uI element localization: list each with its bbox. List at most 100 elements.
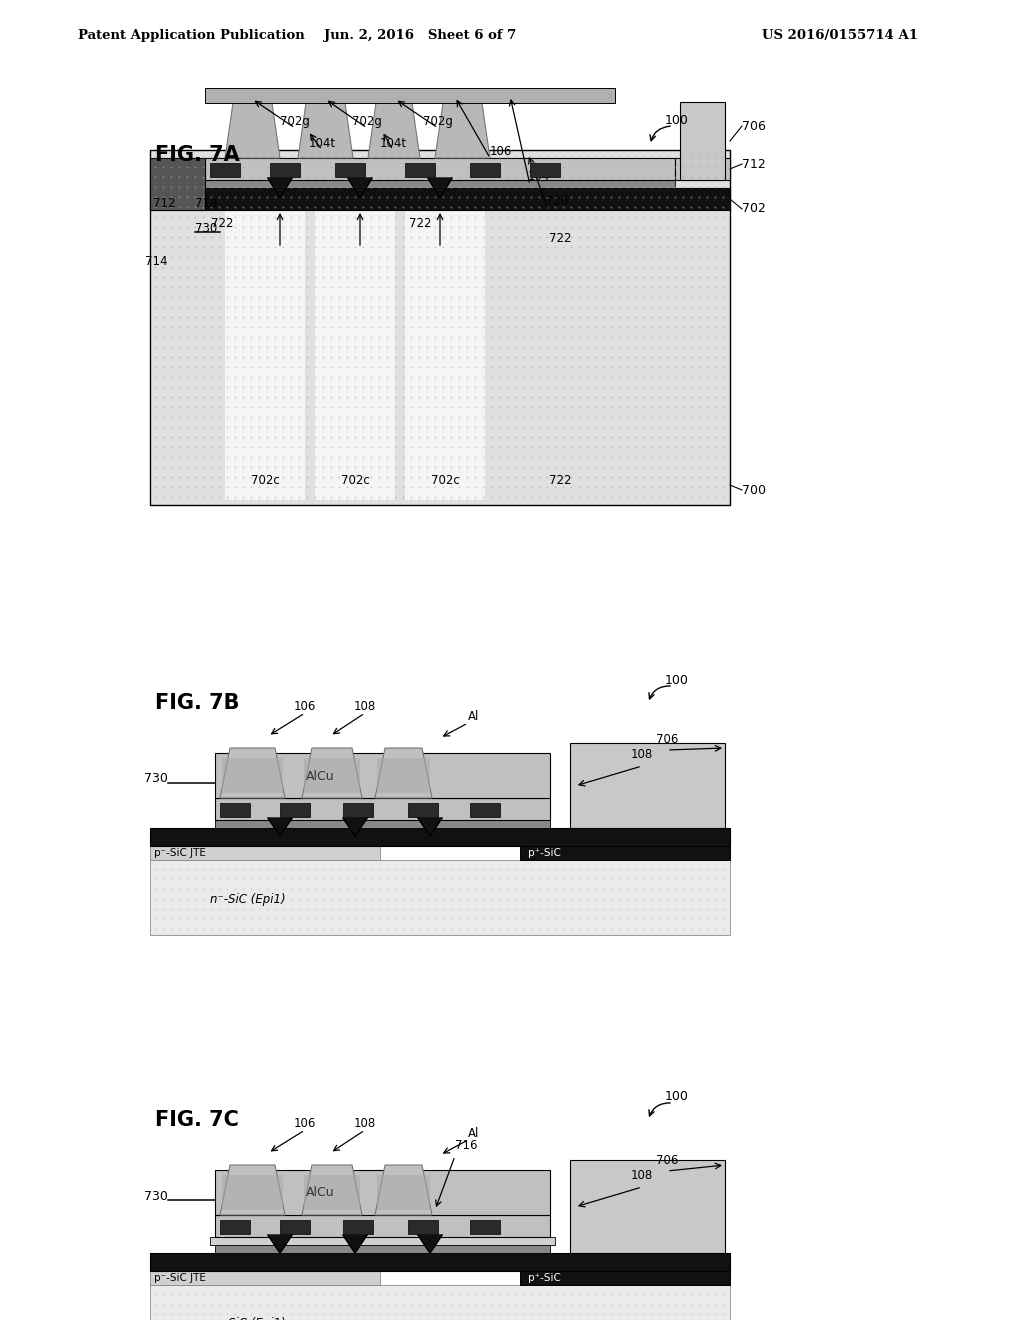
Text: 702c: 702c bbox=[431, 474, 460, 487]
Bar bbox=[150, 861, 730, 935]
Bar bbox=[220, 803, 250, 817]
Text: n⁻-SiC (Epi1): n⁻-SiC (Epi1) bbox=[210, 892, 286, 906]
Text: Al: Al bbox=[468, 1127, 479, 1140]
Text: Jun. 2, 2016   Sheet 6 of 7: Jun. 2, 2016 Sheet 6 of 7 bbox=[324, 29, 516, 41]
Text: AlCu: AlCu bbox=[306, 770, 334, 783]
Bar bbox=[470, 162, 500, 177]
Text: p⁻-SiC JTE: p⁻-SiC JTE bbox=[154, 847, 206, 858]
Bar bbox=[675, 158, 730, 180]
Bar bbox=[225, 210, 305, 500]
Bar bbox=[215, 1170, 550, 1214]
Text: 706: 706 bbox=[742, 120, 766, 132]
Text: 100: 100 bbox=[665, 114, 689, 127]
Text: 730: 730 bbox=[195, 222, 217, 235]
Polygon shape bbox=[220, 1166, 285, 1214]
Polygon shape bbox=[268, 178, 292, 198]
Bar bbox=[215, 1214, 550, 1237]
Text: 716: 716 bbox=[455, 1139, 477, 1152]
Text: 702g: 702g bbox=[280, 115, 310, 128]
Bar bbox=[150, 828, 730, 846]
Text: 108: 108 bbox=[354, 1117, 376, 1130]
Text: 702c: 702c bbox=[341, 474, 370, 487]
Bar bbox=[315, 210, 395, 500]
Bar bbox=[335, 162, 365, 177]
Text: 730: 730 bbox=[144, 772, 168, 785]
Bar bbox=[215, 799, 550, 820]
Text: 104t: 104t bbox=[380, 137, 407, 150]
Bar bbox=[210, 162, 240, 177]
Bar bbox=[406, 210, 485, 500]
Bar bbox=[470, 803, 500, 817]
Bar bbox=[530, 162, 560, 177]
Bar bbox=[280, 803, 310, 817]
Bar bbox=[150, 187, 730, 210]
Bar bbox=[377, 758, 430, 793]
Text: p⁺-SiC: p⁺-SiC bbox=[528, 847, 561, 858]
Text: 714: 714 bbox=[145, 255, 168, 268]
Text: 722: 722 bbox=[549, 232, 571, 246]
Bar bbox=[222, 758, 283, 793]
Text: US 2016/0155714 A1: US 2016/0155714 A1 bbox=[762, 29, 918, 41]
Text: 106: 106 bbox=[294, 700, 316, 713]
Text: 722: 722 bbox=[549, 474, 571, 487]
Polygon shape bbox=[368, 103, 420, 158]
Text: 702c: 702c bbox=[251, 474, 280, 487]
Bar bbox=[570, 1160, 725, 1253]
Text: 706: 706 bbox=[655, 1154, 678, 1167]
Polygon shape bbox=[348, 178, 372, 198]
Text: 108: 108 bbox=[631, 748, 653, 762]
Text: AlCu: AlCu bbox=[306, 1187, 334, 1200]
Bar bbox=[343, 1220, 373, 1234]
Polygon shape bbox=[435, 103, 490, 158]
Bar bbox=[215, 1245, 550, 1253]
Bar bbox=[222, 1175, 283, 1210]
Polygon shape bbox=[428, 178, 452, 198]
Bar bbox=[150, 150, 730, 506]
Text: 712: 712 bbox=[153, 197, 175, 210]
Bar bbox=[150, 158, 205, 210]
Bar bbox=[220, 1220, 250, 1234]
Bar bbox=[205, 158, 675, 180]
Bar bbox=[270, 162, 300, 177]
Text: p⁺-SiC: p⁺-SiC bbox=[528, 1272, 561, 1283]
Polygon shape bbox=[298, 103, 353, 158]
Bar bbox=[408, 803, 438, 817]
Text: 104: 104 bbox=[528, 170, 550, 183]
Polygon shape bbox=[268, 1236, 292, 1253]
Bar bbox=[205, 88, 615, 103]
Text: 720: 720 bbox=[546, 195, 568, 209]
Text: Patent Application Publication: Patent Application Publication bbox=[78, 29, 305, 41]
Polygon shape bbox=[418, 1236, 442, 1253]
Text: Al: Al bbox=[468, 710, 479, 723]
Polygon shape bbox=[225, 103, 280, 158]
Bar bbox=[304, 1175, 360, 1210]
Polygon shape bbox=[302, 748, 362, 799]
Bar bbox=[470, 1220, 500, 1234]
Text: 702: 702 bbox=[742, 202, 766, 215]
Polygon shape bbox=[343, 1236, 367, 1253]
Text: 100: 100 bbox=[665, 673, 689, 686]
Bar bbox=[150, 1284, 730, 1320]
Bar bbox=[150, 1271, 380, 1284]
Polygon shape bbox=[418, 818, 442, 836]
Polygon shape bbox=[268, 818, 292, 836]
Polygon shape bbox=[375, 1166, 432, 1214]
Bar bbox=[150, 1253, 730, 1271]
Text: 100: 100 bbox=[665, 1090, 689, 1104]
Bar bbox=[377, 1175, 430, 1210]
Bar bbox=[304, 758, 360, 793]
Bar bbox=[150, 846, 380, 861]
Polygon shape bbox=[343, 818, 367, 836]
Text: p⁻-SiC JTE: p⁻-SiC JTE bbox=[154, 1272, 206, 1283]
Text: 702g: 702g bbox=[352, 115, 382, 128]
Text: 722: 722 bbox=[211, 216, 233, 230]
Text: 700: 700 bbox=[742, 483, 766, 496]
Text: 106: 106 bbox=[490, 145, 512, 158]
Text: n⁻-SiC (Epi1): n⁻-SiC (Epi1) bbox=[210, 1317, 286, 1320]
Bar bbox=[520, 1271, 730, 1284]
Bar bbox=[343, 803, 373, 817]
Text: 718: 718 bbox=[195, 197, 217, 210]
Bar bbox=[215, 820, 550, 828]
Text: FIG. 7B: FIG. 7B bbox=[155, 693, 240, 713]
Bar bbox=[215, 752, 550, 799]
